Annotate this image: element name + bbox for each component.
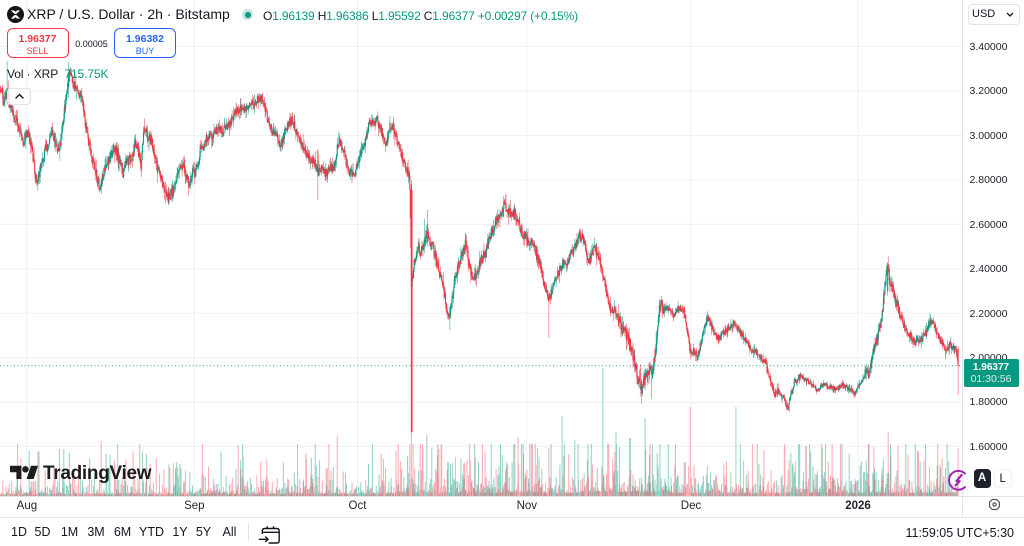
svg-text:TradingView: TradingView xyxy=(43,463,152,483)
